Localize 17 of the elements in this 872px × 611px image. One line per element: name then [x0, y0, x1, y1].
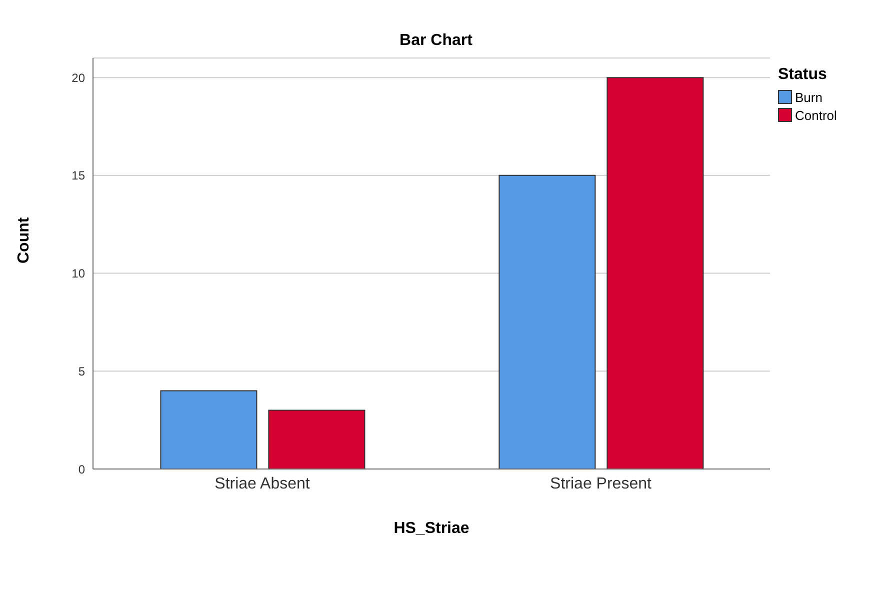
y-tick-label: 20: [72, 70, 86, 85]
y-tick-label: 0: [78, 462, 86, 476]
x-axis-title: HS_Striae: [394, 520, 470, 537]
bar: [606, 77, 704, 469]
bar: [160, 390, 258, 469]
y-tick-label: 5: [78, 364, 86, 378]
x-tick-label: Striae Present: [550, 475, 652, 492]
legend-label: Burn: [795, 90, 822, 104]
x-tick-label: Striae Absent: [214, 475, 310, 492]
legend-title: Status: [778, 66, 828, 84]
y-axis-title: Count: [16, 216, 33, 264]
legend-label: Control: [795, 108, 837, 122]
chart-title: Bar Chart: [400, 32, 472, 49]
y-tick-label: 10: [72, 266, 86, 281]
bar: [498, 174, 596, 469]
y-tick-label: 15: [72, 168, 86, 183]
bar: [268, 410, 366, 469]
